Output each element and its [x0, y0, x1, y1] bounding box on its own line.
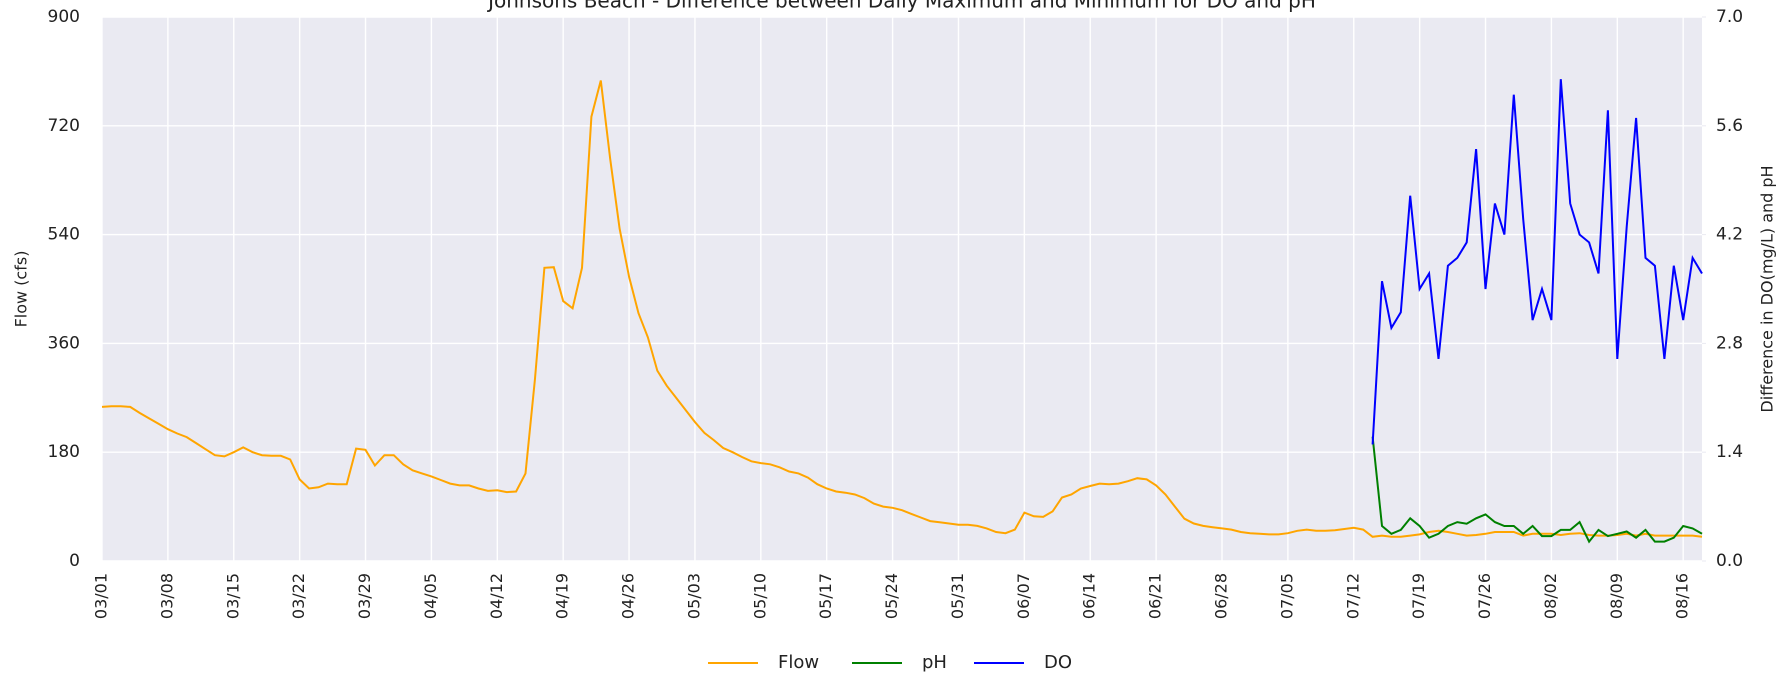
y-tick-label: 180 [48, 442, 80, 462]
x-tick-label: 06/21 [1146, 573, 1165, 619]
x-tick-label: 03/29 [355, 573, 374, 619]
y2-tick-label: 1.4 [1716, 442, 1743, 462]
x-tick-label: 03/08 [157, 573, 176, 619]
x-tick-label: 08/16 [1673, 573, 1692, 619]
y-axis-label: Flow (cfs) [12, 251, 31, 328]
x-tick-label: 03/22 [289, 573, 308, 619]
y2-tick-label: 5.6 [1716, 116, 1743, 136]
x-tick-label: 06/28 [1212, 573, 1231, 619]
y-tick-label: 360 [48, 333, 80, 353]
series-line [101, 80, 1703, 538]
x-tick-label: 07/05 [1277, 573, 1296, 619]
plot-area [102, 17, 1702, 561]
x-tick-label: 04/12 [487, 573, 506, 619]
series-line [1371, 79, 1703, 445]
y-tick-label: 900 [48, 7, 80, 27]
x-tick-label: 03/15 [223, 573, 242, 619]
x-tick-label: 03/01 [92, 573, 111, 619]
legend-label: pH [922, 652, 947, 673]
x-tick-label: 08/02 [1541, 573, 1560, 619]
x-tick-label: 07/26 [1475, 573, 1494, 619]
y2-tick-label: 4.2 [1716, 225, 1743, 245]
y2-tick-label: 0.0 [1716, 551, 1743, 571]
x-tick-label: 06/07 [1014, 573, 1033, 619]
legend-label: DO [1044, 652, 1072, 673]
x-tick-label: 05/31 [948, 573, 967, 619]
x-tick-label: 06/14 [1080, 573, 1099, 619]
x-tick-label: 05/10 [750, 573, 769, 619]
x-tick-label: 05/17 [816, 573, 835, 619]
y2-axis-label: Difference in DO(mg/L) and pH [1758, 165, 1777, 412]
legend-label: Flow [778, 652, 819, 673]
y-tick-label: 0 [69, 551, 80, 571]
x-tick-label: 05/03 [684, 573, 703, 619]
x-tick-label: 07/12 [1343, 573, 1362, 619]
x-tick-label: 08/09 [1607, 573, 1626, 619]
y2-tick-label: 2.8 [1716, 333, 1743, 353]
y2-tick-label: 7.0 [1716, 7, 1743, 27]
x-tick-label: 04/26 [619, 573, 638, 619]
x-tick-label: 04/05 [421, 573, 440, 619]
series-line [1371, 436, 1703, 544]
x-tick-label: 04/19 [553, 573, 572, 619]
y-tick-label: 540 [48, 225, 80, 245]
x-tick-label: 05/24 [882, 573, 901, 619]
x-tick-label: 07/19 [1409, 573, 1428, 619]
y-tick-label: 720 [48, 116, 80, 136]
chart-title: Johnsons Beach - Difference between Dail… [486, 0, 1316, 13]
